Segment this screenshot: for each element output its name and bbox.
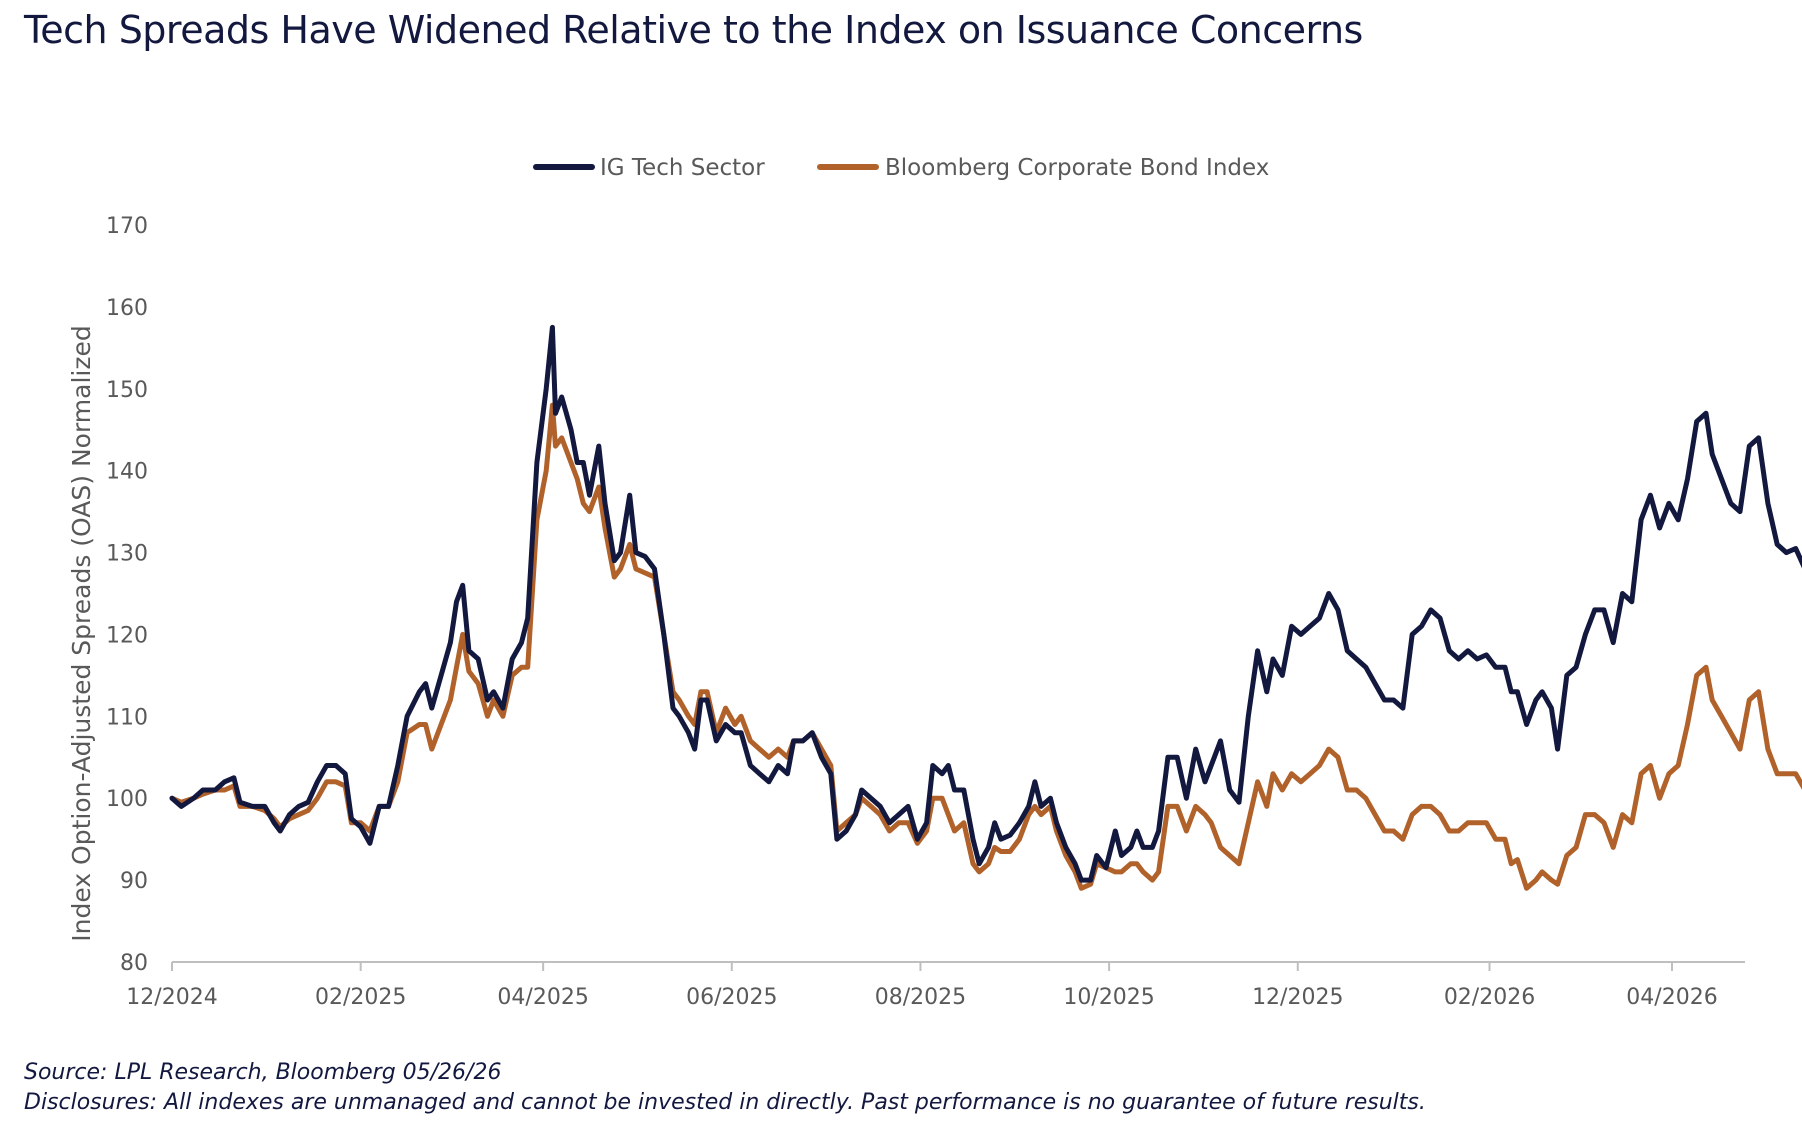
y-tick-label: 150 [106, 378, 148, 403]
chart-title: Tech Spreads Have Widened Relative to th… [24, 8, 1363, 52]
x-tick-label: 12/2024 [126, 985, 217, 1010]
x-tick-label: 06/2025 [686, 985, 777, 1010]
source-note: Source: LPL Research, Bloomberg 05/26/26 [24, 1060, 502, 1085]
y-tick-label: 140 [106, 460, 148, 485]
chart-legend: IG Tech Sector Bloomberg Corporate Bond I… [533, 155, 1269, 181]
x-tick-label: 02/2026 [1444, 985, 1535, 1010]
y-tick-label: 110 [106, 705, 148, 730]
y-tick-label: 170 [106, 214, 148, 239]
x-tick-label: 02/2025 [315, 985, 406, 1010]
y-tick-label: 100 [106, 787, 148, 812]
y-tick-label: 90 [120, 869, 148, 894]
legend-label-1: Bloomberg Corporate Bond Index [885, 155, 1269, 181]
series-line-1 [169, 402, 1802, 891]
y-tick-label: 80 [120, 951, 148, 976]
disclosure-note: Disclosures: All indexes are unmanaged a… [24, 1090, 1426, 1115]
y-axis-title: Index Option-Adjusted Spreads (OAS) Norm… [67, 325, 96, 941]
x-tick-label: 08/2025 [875, 985, 966, 1010]
y-axis: 80 90 100 110 120 130 140 150 160 170 Index Option… [67, 214, 148, 976]
series-layer [169, 324, 1802, 891]
x-tick-label: 10/2025 [1063, 985, 1154, 1010]
y-tick-label: 130 [106, 542, 148, 567]
y-tick-label: 120 [106, 623, 148, 648]
x-axis: 12/2024 02/2025 04/2025 06/2025 08/2025 10/20… [126, 961, 1745, 1010]
series-line-0 [169, 324, 1802, 883]
x-tick-label: 04/2026 [1626, 985, 1717, 1010]
y-tick-label: 160 [106, 296, 148, 321]
legend-label-0: IG Tech Sector [600, 155, 765, 181]
x-tick-label: 12/2025 [1252, 985, 1343, 1010]
x-tick-label: 04/2025 [497, 985, 588, 1010]
